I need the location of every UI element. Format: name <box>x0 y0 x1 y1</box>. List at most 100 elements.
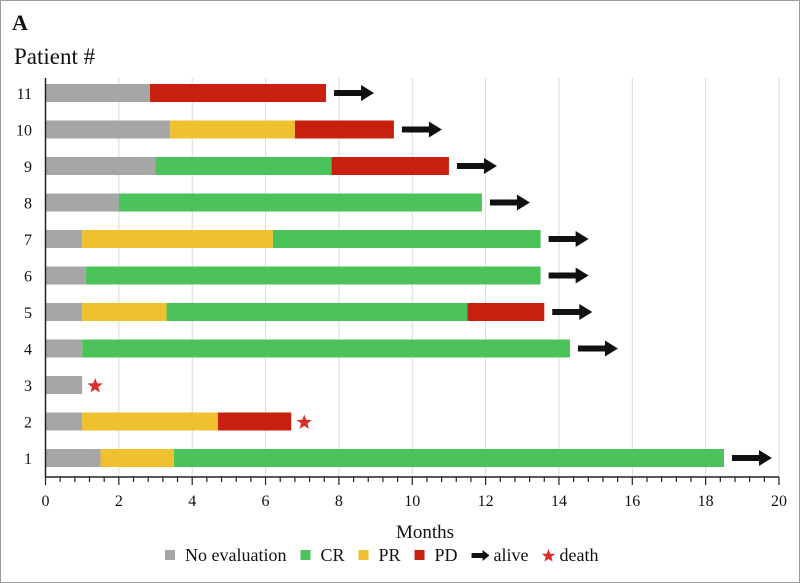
x-tick-label: 0 <box>42 493 50 510</box>
bars-layer <box>45 84 724 467</box>
segment-pd <box>294 120 394 139</box>
segment-no-evaluation <box>45 266 86 285</box>
panel-label: A <box>12 10 28 35</box>
x-tick-label: 18 <box>698 493 714 510</box>
patient-bar-1 <box>45 449 724 467</box>
legend-item-cr: CR <box>300 545 345 565</box>
alive-arrow-icon <box>489 194 530 211</box>
segment-cr <box>173 449 724 467</box>
segment-pr <box>100 449 174 467</box>
y-tick-label: 9 <box>24 159 32 176</box>
legend-swatch <box>165 550 175 560</box>
y-tick-label: 5 <box>24 305 32 322</box>
outcome-markers <box>87 85 772 466</box>
legend-label: CR <box>320 545 344 565</box>
patient-bar-11 <box>45 84 327 102</box>
segment-no-evaluation <box>45 339 83 358</box>
legend-item-alive: alive <box>471 545 529 565</box>
patient-bar-9 <box>45 157 449 175</box>
alive-arrow-icon <box>401 121 442 138</box>
alive-arrow-icon <box>552 304 593 320</box>
segment-pr <box>170 120 295 139</box>
patient-bar-7 <box>45 230 541 248</box>
patient-bar-8 <box>45 193 482 212</box>
segment-pr <box>82 230 273 248</box>
segment-pr <box>82 303 167 321</box>
segment-pr <box>82 412 218 431</box>
segment-cr <box>85 266 541 285</box>
legend-label: alive <box>494 545 529 565</box>
segment-no-evaluation <box>45 120 171 139</box>
legend-label: PR <box>379 545 401 565</box>
patient-bar-6 <box>45 266 541 285</box>
segment-cr <box>166 303 468 321</box>
segment-cr <box>155 157 332 175</box>
x-tick-label: 6 <box>262 493 270 510</box>
legend-label: PD <box>435 545 458 565</box>
patient-bar-2 <box>45 412 292 431</box>
y-tick-label: 10 <box>16 123 32 140</box>
y-tick-label: 1 <box>24 451 32 468</box>
x-tick-label: 10 <box>404 493 420 510</box>
y-tick-label: 6 <box>24 269 32 286</box>
legend-swatch <box>358 550 369 560</box>
alive-arrow-icon <box>548 267 589 284</box>
segment-cr <box>118 193 482 212</box>
segment-no-evaluation <box>45 193 119 212</box>
legend-item-no-evaluation: No evaluation <box>165 545 286 565</box>
x-tick-label: 4 <box>188 493 196 510</box>
legend-label: No evaluation <box>185 545 286 565</box>
x-tick-label: 2 <box>115 493 123 510</box>
x-tick-label: 8 <box>335 493 343 510</box>
alive-arrow-icon <box>456 158 497 174</box>
legend: No evaluation CR PR PD alive death <box>165 545 599 565</box>
y-tick-label: 7 <box>24 232 32 249</box>
segment-cr <box>272 230 541 248</box>
segment-pd <box>331 157 449 175</box>
patient-bar-4 <box>45 339 570 358</box>
y-tick-label: 2 <box>24 415 32 432</box>
legend-swatch <box>414 550 425 560</box>
alive-arrow-icon <box>334 85 375 101</box>
segment-no-evaluation <box>45 412 83 431</box>
segment-no-evaluation <box>45 84 151 102</box>
y-tick-label: 4 <box>24 342 32 359</box>
arrow-right-icon <box>471 550 490 561</box>
segment-no-evaluation <box>45 303 83 321</box>
y-ticks: 1 2 3 4 5 6 7 8 9 10 11 <box>16 86 32 468</box>
segment-pd <box>467 303 545 321</box>
x-tick-label: 14 <box>551 493 567 510</box>
star-icon <box>541 549 556 562</box>
legend-item-pr: PR <box>358 545 401 565</box>
segment-no-evaluation <box>45 449 101 467</box>
segment-pd <box>217 412 292 431</box>
alive-arrow-icon <box>577 340 618 357</box>
legend-swatch <box>300 550 311 560</box>
segment-pd <box>150 84 327 102</box>
x-tick-label: 12 <box>478 493 494 510</box>
segment-no-evaluation <box>45 157 156 175</box>
x-tick-label: 16 <box>624 493 640 510</box>
patient-bar-10 <box>45 120 394 139</box>
y-tick-label: 3 <box>24 378 32 395</box>
legend-item-death: death <box>541 545 599 565</box>
death-star-icon <box>296 414 312 429</box>
y-axis-title: Patient # <box>14 44 96 69</box>
legend-label: death <box>560 545 599 565</box>
patient-bar-3 <box>45 376 83 394</box>
y-tick-label: 8 <box>24 196 32 213</box>
x-tick-label: 20 <box>771 493 787 510</box>
death-star-icon <box>87 378 103 393</box>
segment-no-evaluation <box>45 230 83 248</box>
y-tick-label: 11 <box>17 86 32 103</box>
segment-cr <box>82 339 570 358</box>
legend-item-pd: PD <box>414 545 458 565</box>
alive-arrow-icon <box>548 231 589 247</box>
x-ticks: 0 2 4 6 8 10 12 14 16 18 20 <box>42 477 787 510</box>
patient-bar-5 <box>45 303 545 321</box>
alive-arrow-icon <box>731 450 772 466</box>
gridlines <box>118 78 780 477</box>
segment-no-evaluation <box>45 376 83 394</box>
x-axis-title: Months <box>396 522 454 543</box>
